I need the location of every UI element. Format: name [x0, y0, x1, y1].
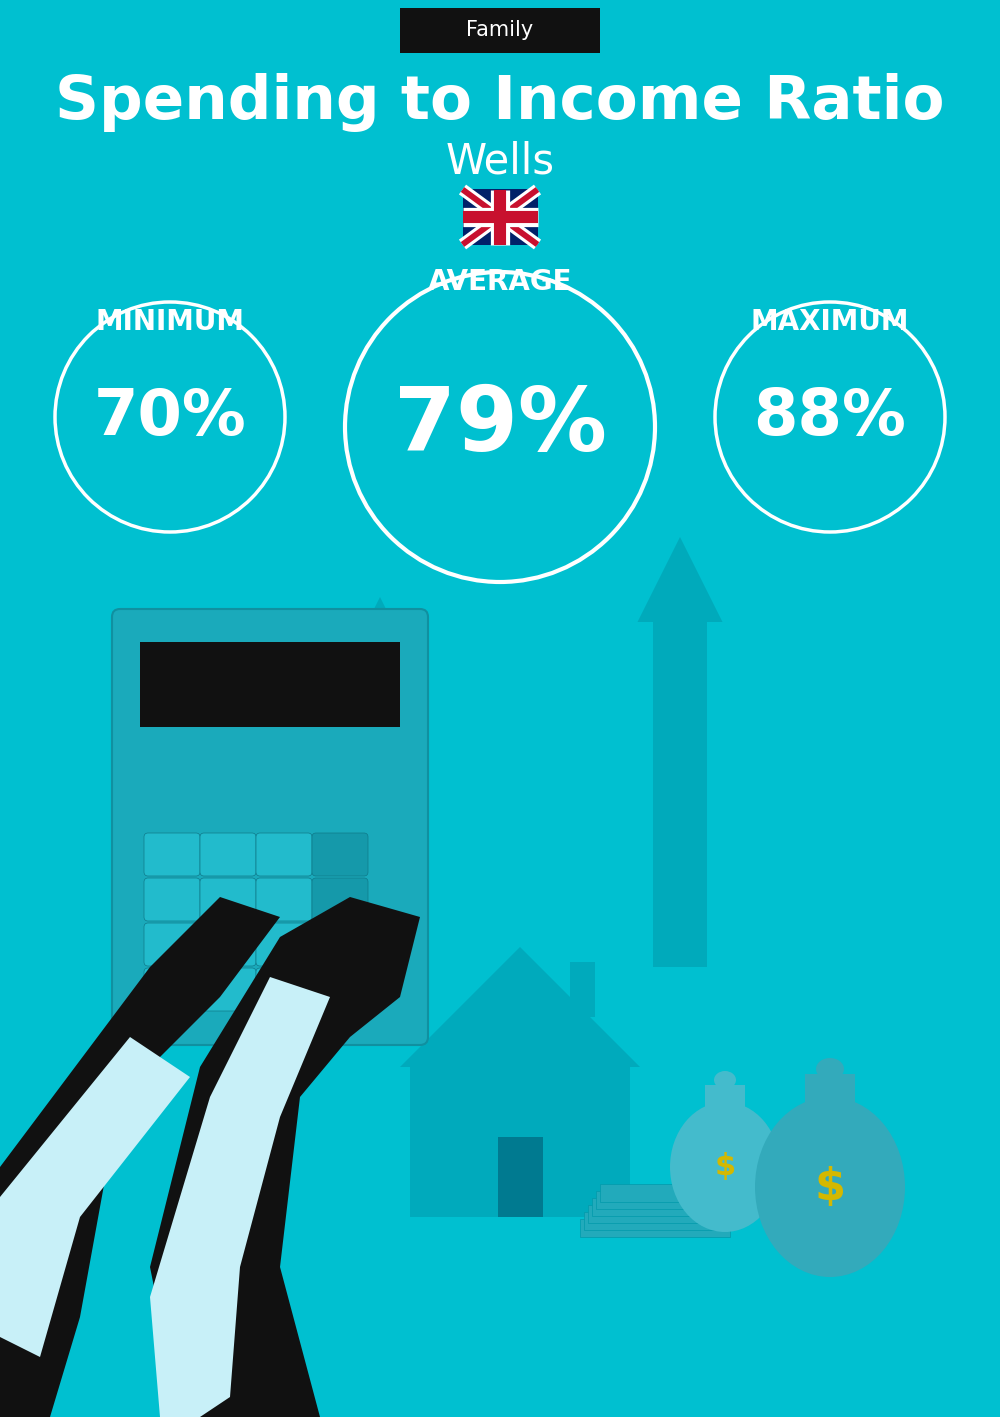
FancyBboxPatch shape: [112, 609, 428, 1044]
FancyBboxPatch shape: [144, 879, 200, 921]
FancyBboxPatch shape: [200, 922, 256, 966]
Bar: [570, 962, 595, 1017]
Text: AVERAGE: AVERAGE: [428, 268, 572, 296]
Text: MINIMUM: MINIMUM: [96, 307, 244, 336]
Bar: [805, 1074, 855, 1102]
FancyBboxPatch shape: [256, 879, 312, 921]
Text: MAXIMUM: MAXIMUM: [751, 307, 909, 336]
FancyBboxPatch shape: [256, 922, 312, 966]
Text: 88%: 88%: [754, 385, 906, 448]
Text: 79%: 79%: [394, 384, 606, 470]
FancyBboxPatch shape: [312, 833, 368, 876]
FancyBboxPatch shape: [144, 833, 200, 876]
Bar: [140, 642, 400, 727]
Bar: [584, 1212, 734, 1230]
FancyBboxPatch shape: [144, 968, 200, 1010]
Ellipse shape: [670, 1102, 780, 1231]
FancyBboxPatch shape: [200, 833, 256, 876]
Ellipse shape: [816, 1058, 844, 1080]
Bar: [592, 1197, 742, 1216]
Polygon shape: [0, 1037, 190, 1357]
Polygon shape: [345, 597, 415, 667]
Bar: [580, 1219, 730, 1237]
Polygon shape: [150, 976, 330, 1417]
Text: 70%: 70%: [94, 385, 246, 448]
Bar: [596, 1192, 746, 1209]
Text: Wells: Wells: [446, 142, 554, 183]
Bar: [588, 1204, 738, 1223]
Text: $: $: [714, 1152, 736, 1182]
Polygon shape: [0, 897, 280, 1417]
FancyBboxPatch shape: [256, 833, 312, 876]
Bar: [653, 622, 707, 966]
FancyBboxPatch shape: [312, 879, 368, 921]
Text: $: $: [815, 1166, 846, 1209]
Bar: [410, 1067, 630, 1217]
Bar: [462, 190, 538, 245]
FancyBboxPatch shape: [200, 968, 256, 1010]
Text: Family: Family: [466, 20, 534, 40]
Bar: [705, 1085, 745, 1107]
Ellipse shape: [714, 1071, 736, 1090]
FancyBboxPatch shape: [312, 922, 368, 966]
Polygon shape: [150, 897, 420, 1417]
FancyBboxPatch shape: [200, 879, 256, 921]
Polygon shape: [400, 947, 640, 1067]
FancyBboxPatch shape: [312, 968, 368, 1010]
FancyBboxPatch shape: [400, 7, 600, 52]
Bar: [600, 1185, 750, 1202]
Bar: [358, 667, 402, 917]
Text: Spending to Income Ratio: Spending to Income Ratio: [55, 72, 945, 132]
Bar: [498, 1136, 543, 1217]
FancyBboxPatch shape: [144, 922, 200, 966]
Ellipse shape: [755, 1097, 905, 1277]
FancyBboxPatch shape: [256, 968, 312, 1010]
Polygon shape: [638, 537, 722, 622]
